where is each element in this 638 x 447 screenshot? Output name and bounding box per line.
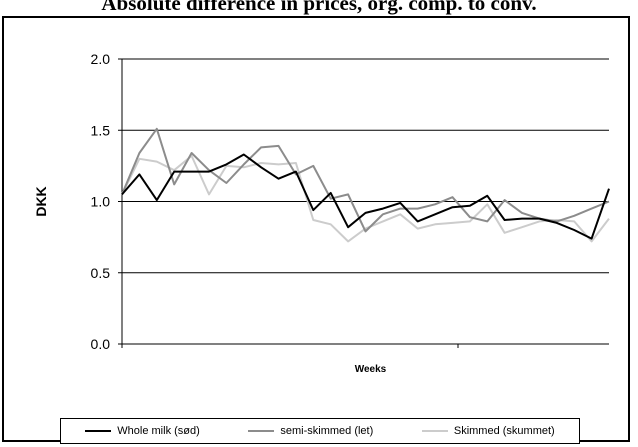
legend-label-semi-skimmed: semi-skimmed (let) (280, 425, 374, 437)
y-tick-label: 1.5 (91, 122, 111, 138)
legend-swatch-skimmed (421, 430, 448, 432)
legend-swatch-whole-milk (85, 430, 112, 432)
series-line-whole-milk (121, 153, 610, 240)
chart-title: Absolute difference in prices, org. comp… (101, 0, 537, 15)
legend-item-whole-milk: Whole milk (sød) (85, 425, 200, 437)
series-line-semi-skimmed (121, 127, 610, 233)
legend-item-semi-skimmed: semi-skimmed (let) (248, 425, 373, 437)
legend-label-skimmed: Skimmed (skummet) (453, 425, 555, 437)
y-tick-label: 0.0 (91, 336, 111, 352)
legend-swatch-semi-skimmed (248, 430, 275, 432)
legend-item-skimmed: Skimmed (skummet) (421, 425, 555, 437)
y-tick-label: 1.0 (91, 194, 111, 210)
x-axis-label: Weeks (355, 364, 387, 375)
series-line-skimmed (121, 154, 610, 243)
chart-frame: Whole milk (sød) semi-skimmed (let) Skim… (2, 16, 630, 444)
y-axis-label: DKK (33, 186, 49, 216)
legend: Whole milk (sød) semi-skimmed (let) Skim… (60, 418, 580, 444)
y-tick-label: 2.0 (91, 51, 111, 67)
legend-label-whole-milk: Whole milk (sød) (117, 425, 200, 437)
y-tick-label: 0.5 (91, 265, 111, 281)
